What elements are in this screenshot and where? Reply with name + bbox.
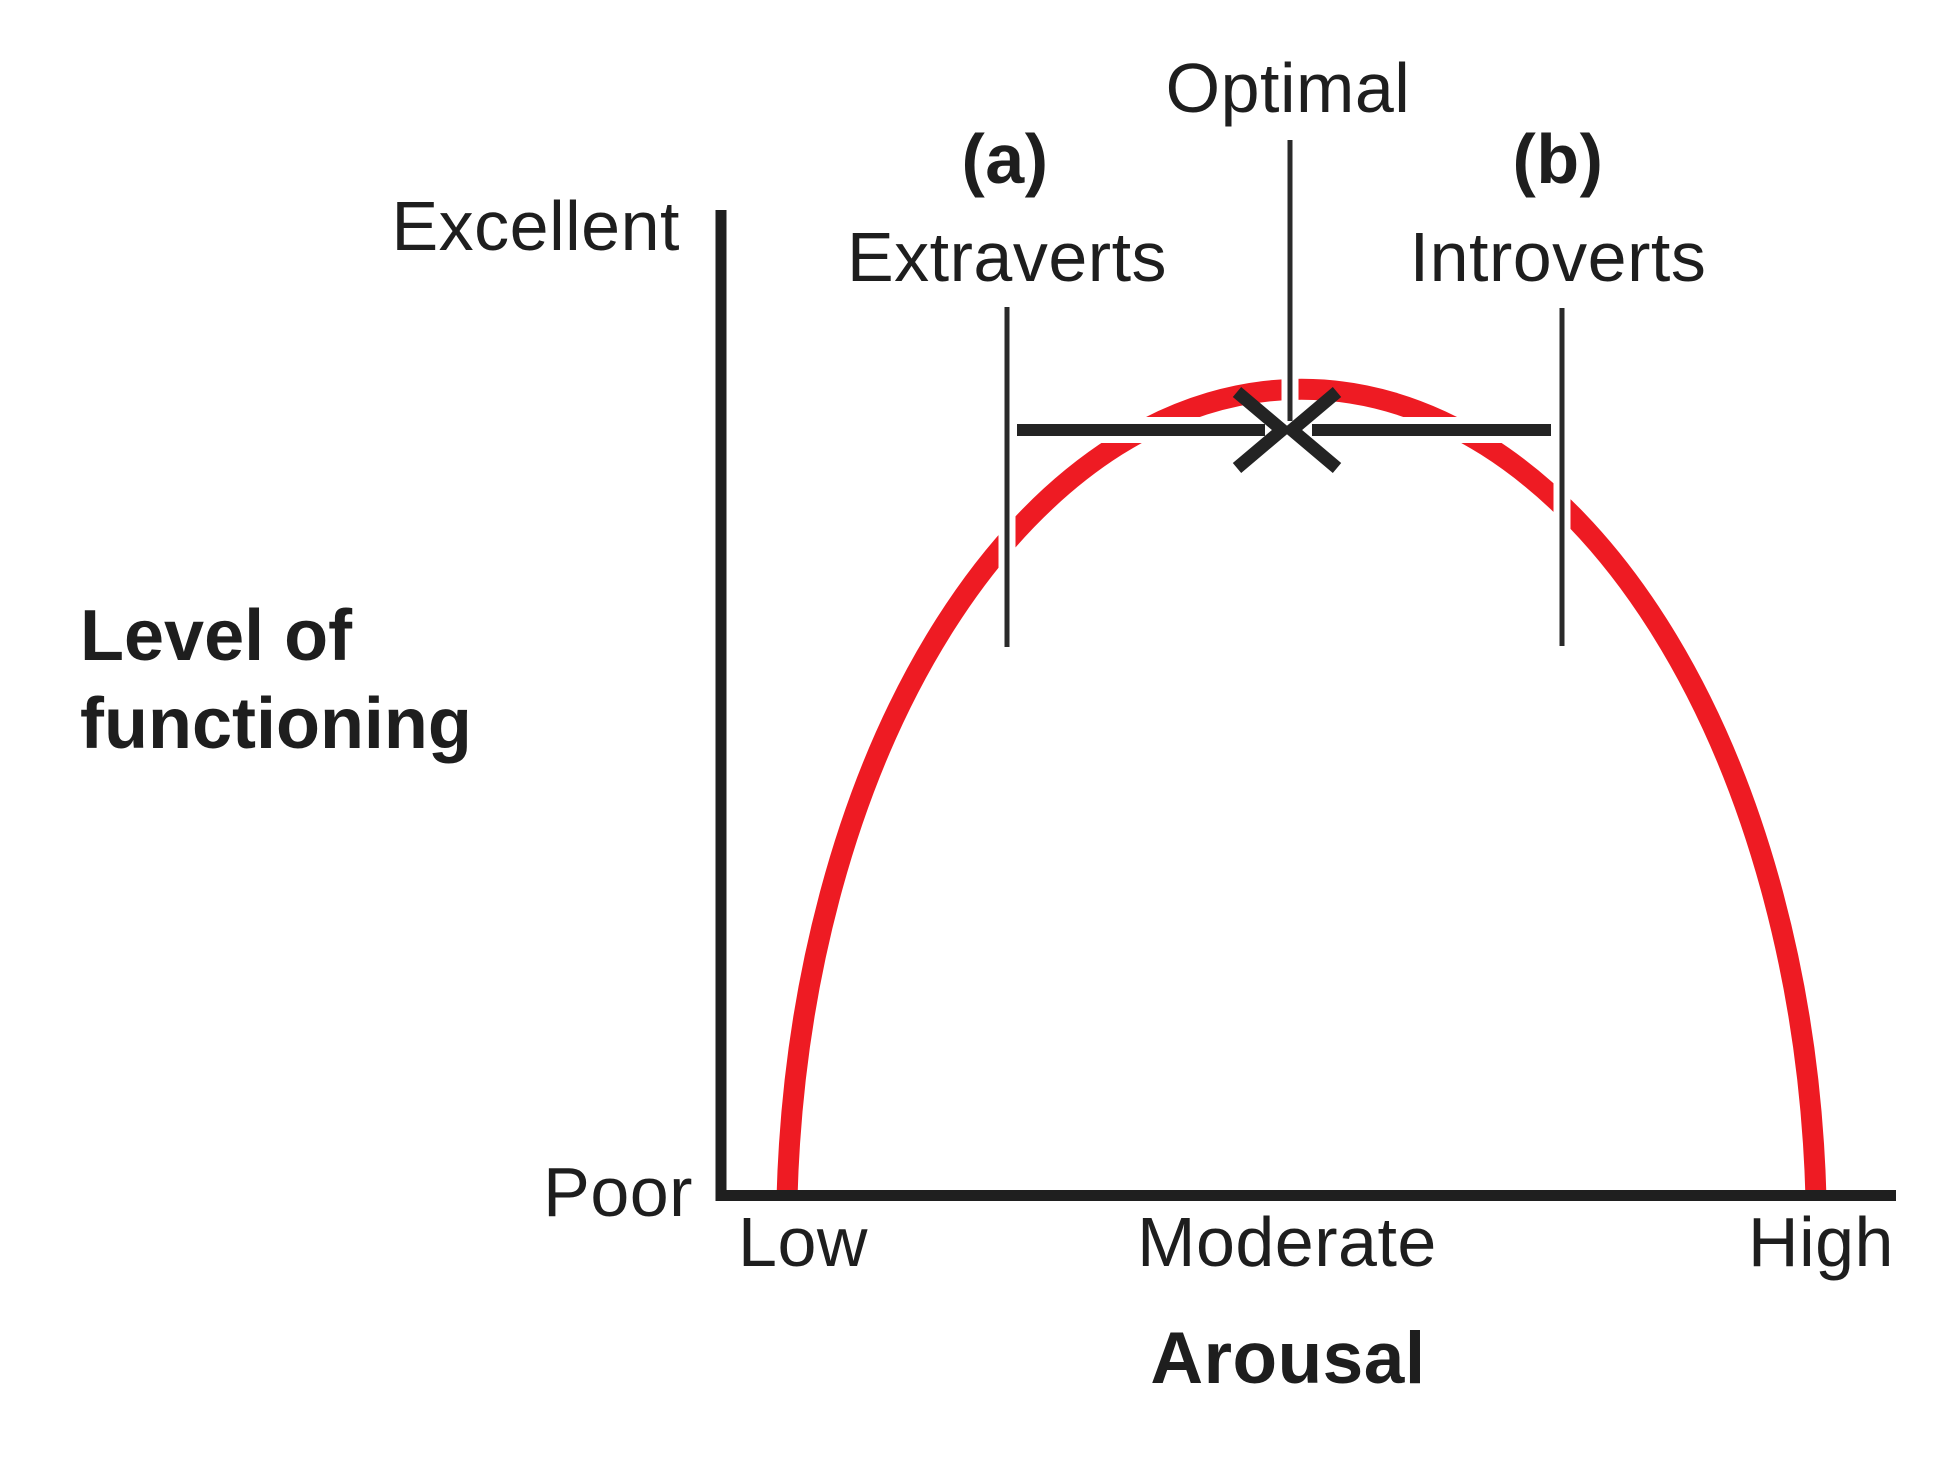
- annotation-line-casings: [998, 140, 1571, 647]
- optimal-label: Optimal: [1165, 49, 1411, 127]
- x-axis-title: Arousal: [1150, 1318, 1426, 1399]
- y-axis-title: Level of functioning: [80, 592, 472, 768]
- y-axis-top-label: Excellent: [391, 187, 680, 265]
- x-tick-high: High: [1748, 1203, 1894, 1281]
- y-axis-title-line2: functioning: [80, 684, 472, 764]
- arrowhead-pointing-left-icon: [1281, 387, 1342, 473]
- marker-a-tag: (a): [961, 120, 1049, 198]
- x-tick-moderate: Moderate: [1137, 1203, 1437, 1281]
- y-axis-bottom-label: Poor: [543, 1153, 693, 1231]
- y-axis-title-line1: Level of: [80, 596, 353, 676]
- marker-b-tag: (b): [1512, 120, 1604, 198]
- x-tick-low: Low: [738, 1203, 868, 1281]
- arousal-curve: [776, 378, 1827, 1199]
- marker-b-label: Introverts: [1409, 218, 1707, 296]
- marker-a-label: Extraverts: [846, 218, 1168, 296]
